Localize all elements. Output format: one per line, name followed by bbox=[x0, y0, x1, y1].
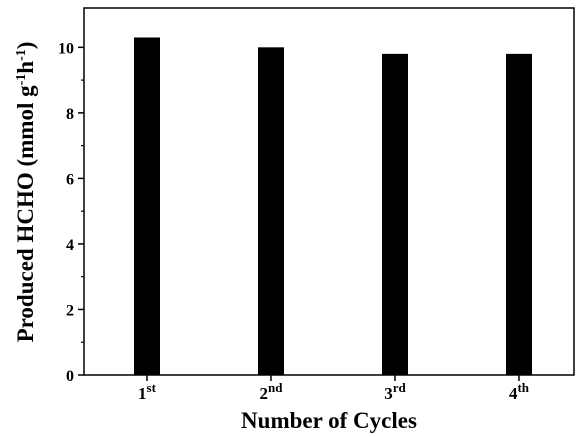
y-tick-label: 6 bbox=[66, 171, 74, 188]
plot-frame bbox=[83, 7, 575, 376]
x-tick-label: 1st bbox=[138, 380, 157, 403]
y-axis-title: Produced HCHO (mmol g-1h-1) bbox=[13, 42, 38, 343]
x-tick-label: 3rd bbox=[384, 380, 406, 403]
bar-1 bbox=[134, 37, 160, 376]
y-tick-label: 2 bbox=[66, 302, 74, 319]
x-axis-title: Number of Cycles bbox=[241, 408, 417, 433]
x-tick-label: 4th bbox=[509, 380, 530, 403]
y-tick-label: 4 bbox=[66, 237, 74, 254]
y-tick-label: 10 bbox=[58, 40, 74, 57]
bar-4 bbox=[506, 53, 532, 375]
bar-2 bbox=[258, 47, 284, 375]
bar-3 bbox=[382, 53, 408, 375]
x-tick-label: 2nd bbox=[260, 380, 284, 403]
x-axis-ticks: 1st 2nd 3rd 4th bbox=[138, 375, 530, 403]
bars-group bbox=[134, 37, 532, 376]
y-axis-ticks: 0 2 4 6 8 10 bbox=[58, 40, 84, 385]
y-tick-label: 0 bbox=[66, 368, 74, 385]
y-tick-label: 8 bbox=[66, 106, 74, 123]
